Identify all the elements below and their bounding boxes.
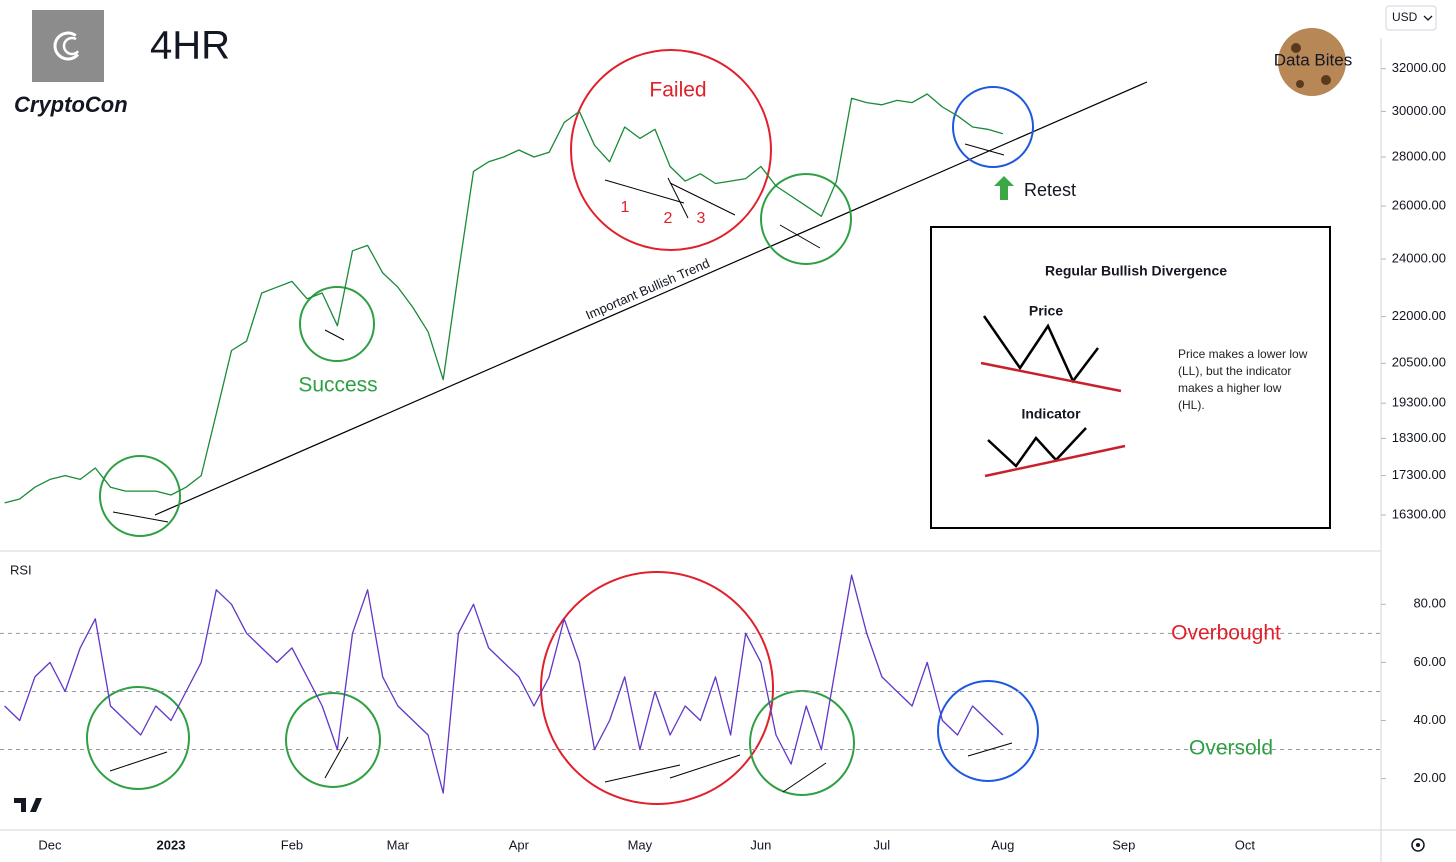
divergence-line — [967, 742, 1013, 757]
brand-name: CryptoCon — [14, 92, 128, 117]
x-tick-label: Apr — [509, 837, 530, 852]
x-tick-label: Sep — [1112, 837, 1135, 852]
x-tick-label: 2023 — [157, 837, 186, 852]
price-annotations — [99, 49, 1034, 537]
y-tick-label: 60.00 — [1413, 654, 1446, 669]
circle — [952, 86, 1034, 168]
circle — [285, 692, 381, 788]
circle — [570, 49, 772, 251]
annotation: Success — [298, 374, 377, 397]
annotation: 3 — [697, 210, 706, 227]
cookie-chip — [1321, 75, 1331, 85]
legend-box-note: Price makes a lower low (LL), but the in… — [1178, 347, 1308, 412]
annotation: 2 — [664, 210, 673, 227]
legend-box-label: Price — [1029, 303, 1063, 319]
circle — [937, 680, 1039, 782]
retest-arrow — [994, 176, 1014, 200]
cookie-chip — [1296, 80, 1304, 88]
legend-box — [930, 226, 1331, 529]
y-tick-label: 26000.00 — [1392, 197, 1446, 212]
y-tick-label: 17300.00 — [1392, 467, 1446, 482]
price-zigzag — [982, 315, 1099, 384]
x-tick-label: Dec — [38, 837, 62, 852]
divergence-line — [964, 143, 1005, 156]
divergence-line — [779, 224, 821, 249]
y-tick-label: 19300.00 — [1392, 395, 1446, 410]
y-tick-label: 30000.00 — [1392, 103, 1446, 118]
watermark: Data Bites — [1274, 50, 1352, 69]
y-tick-label: 16300.00 — [1392, 506, 1446, 521]
divergence-line — [604, 179, 685, 204]
y-tick-label: 20500.00 — [1392, 355, 1446, 370]
annotation: 1 — [621, 199, 630, 216]
divergence-line — [324, 736, 349, 779]
settings-icon[interactable] — [1411, 838, 1425, 852]
divergence-line — [667, 177, 689, 219]
circle — [299, 286, 375, 362]
x-tick-label: Jun — [750, 837, 771, 852]
annotation: Failed — [649, 79, 706, 102]
annotation: Important Bullish Trend — [583, 255, 712, 322]
y-tick-label: 32000.00 — [1392, 60, 1446, 75]
y-tick-label: 20.00 — [1413, 770, 1446, 785]
tv-logo — [14, 794, 18, 816]
y-tick-label: 28000.00 — [1392, 148, 1446, 163]
x-tick-label: Mar — [387, 837, 410, 852]
x-tick-label: Oct — [1235, 837, 1256, 852]
divergence-line — [109, 751, 168, 772]
price-low-line — [980, 361, 1122, 393]
currency[interactable]: USD — [1392, 10, 1418, 24]
divergence-line — [669, 754, 741, 779]
timeframe-title: 4HR — [150, 24, 230, 68]
series-line — [4, 93, 1004, 504]
x-tick-label: Feb — [281, 837, 303, 852]
y-tick-label: 22000.00 — [1392, 308, 1446, 323]
divergence-line — [604, 764, 681, 783]
currency-box[interactable] — [1385, 5, 1437, 31]
trend-line — [154, 81, 1148, 516]
indicator-zigzag — [987, 427, 1087, 468]
currency-caret[interactable] — [1423, 15, 1433, 21]
settings-icon[interactable] — [1416, 843, 1420, 847]
indicator-low-line — [984, 444, 1126, 478]
divergence-line — [112, 511, 169, 523]
y-tick-label: 40.00 — [1413, 712, 1446, 727]
brand-logo — [32, 10, 104, 82]
annotation: Retest — [1024, 180, 1076, 200]
rsi-annotations — [86, 571, 1039, 805]
circle — [540, 571, 774, 805]
x-tick-label: May — [628, 837, 653, 852]
y-tick-label: 80.00 — [1413, 596, 1446, 611]
circle — [99, 455, 181, 537]
logo-mark — [62, 36, 82, 56]
circle — [86, 686, 190, 790]
legend-box-title: Regular Bullish Divergence — [1045, 263, 1227, 279]
annotation: Oversold — [1189, 737, 1273, 760]
divergence-line — [782, 762, 827, 793]
y-tick-label: 18300.00 — [1392, 430, 1446, 445]
divergence-line — [324, 329, 345, 341]
y-tick-label: 24000.00 — [1392, 250, 1446, 265]
x-tick-label: Aug — [991, 837, 1014, 852]
x-tick-label: Jul — [874, 837, 891, 852]
cookie-chip — [1291, 43, 1301, 53]
divergence-line — [669, 182, 736, 216]
circle — [760, 173, 852, 265]
logo-mark — [53, 31, 83, 61]
series-line — [4, 574, 1004, 794]
panel-title: RSI — [10, 562, 32, 577]
legend-box-label: Indicator — [1021, 406, 1081, 422]
tv-logo — [14, 798, 42, 812]
annotation: Overbought — [1171, 622, 1281, 645]
